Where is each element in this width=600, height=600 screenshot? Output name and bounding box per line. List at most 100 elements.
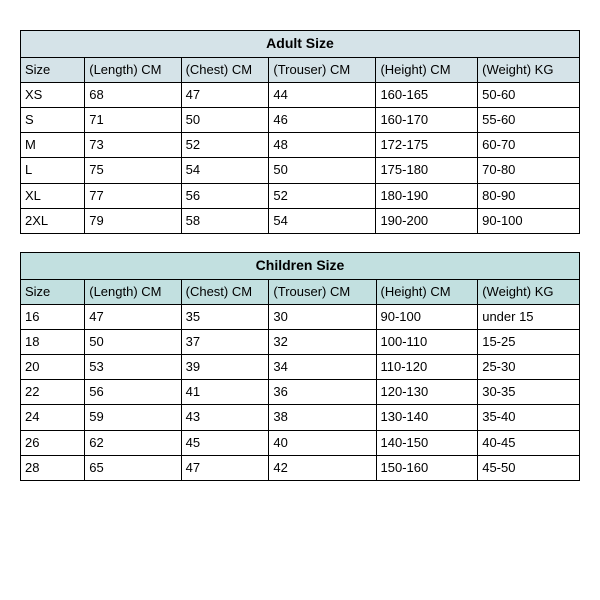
col-size: Size bbox=[21, 57, 85, 82]
cell: 40 bbox=[269, 430, 376, 455]
table-row: S 71 50 46 160-170 55-60 bbox=[21, 107, 580, 132]
cell: 54 bbox=[181, 158, 269, 183]
col-length: (Length) CM bbox=[85, 279, 181, 304]
cell: 15-25 bbox=[478, 329, 580, 354]
cell: 46 bbox=[269, 107, 376, 132]
cell: 59 bbox=[85, 405, 181, 430]
col-height: (Height) CM bbox=[376, 279, 478, 304]
cell: 28 bbox=[21, 455, 85, 480]
adult-size-table: Adult Size Size (Length) CM (Chest) CM (… bbox=[20, 30, 580, 234]
table-row: 18 50 37 32 100-110 15-25 bbox=[21, 329, 580, 354]
col-trouser: (Trouser) CM bbox=[269, 279, 376, 304]
cell: 52 bbox=[269, 183, 376, 208]
cell: 172-175 bbox=[376, 133, 478, 158]
col-length: (Length) CM bbox=[85, 57, 181, 82]
cell: 36 bbox=[269, 380, 376, 405]
table-row: 20 53 39 34 110-120 25-30 bbox=[21, 355, 580, 380]
cell: 56 bbox=[85, 380, 181, 405]
cell: 79 bbox=[85, 208, 181, 233]
cell: 130-140 bbox=[376, 405, 478, 430]
cell: XL bbox=[21, 183, 85, 208]
cell: 35 bbox=[181, 304, 269, 329]
adult-table-title: Adult Size bbox=[21, 31, 580, 58]
table-row: 28 65 47 42 150-160 45-50 bbox=[21, 455, 580, 480]
cell: 41 bbox=[181, 380, 269, 405]
cell: 50 bbox=[85, 329, 181, 354]
cell: 65 bbox=[85, 455, 181, 480]
cell: 73 bbox=[85, 133, 181, 158]
cell: 180-190 bbox=[376, 183, 478, 208]
cell: 190-200 bbox=[376, 208, 478, 233]
table-row: XS 68 47 44 160-165 50-60 bbox=[21, 82, 580, 107]
table-row: 2XL 79 58 54 190-200 90-100 bbox=[21, 208, 580, 233]
cell: 2XL bbox=[21, 208, 85, 233]
cell: XS bbox=[21, 82, 85, 107]
cell: 38 bbox=[269, 405, 376, 430]
cell: 71 bbox=[85, 107, 181, 132]
table-row: M 73 52 48 172-175 60-70 bbox=[21, 133, 580, 158]
cell: 40-45 bbox=[478, 430, 580, 455]
cell: 56 bbox=[181, 183, 269, 208]
cell: 90-100 bbox=[376, 304, 478, 329]
col-chest: (Chest) CM bbox=[181, 279, 269, 304]
cell: 43 bbox=[181, 405, 269, 430]
cell: 44 bbox=[269, 82, 376, 107]
cell: 160-165 bbox=[376, 82, 478, 107]
cell: 150-160 bbox=[376, 455, 478, 480]
cell: 53 bbox=[85, 355, 181, 380]
cell: 47 bbox=[85, 304, 181, 329]
cell: 24 bbox=[21, 405, 85, 430]
col-size: Size bbox=[21, 279, 85, 304]
cell: 62 bbox=[85, 430, 181, 455]
cell: L bbox=[21, 158, 85, 183]
cell: 20 bbox=[21, 355, 85, 380]
cell: 60-70 bbox=[478, 133, 580, 158]
col-height: (Height) CM bbox=[376, 57, 478, 82]
cell: under 15 bbox=[478, 304, 580, 329]
cell: 25-30 bbox=[478, 355, 580, 380]
cell: 90-100 bbox=[478, 208, 580, 233]
cell: 50 bbox=[269, 158, 376, 183]
cell: 32 bbox=[269, 329, 376, 354]
col-chest: (Chest) CM bbox=[181, 57, 269, 82]
cell: 16 bbox=[21, 304, 85, 329]
cell: 45-50 bbox=[478, 455, 580, 480]
cell: 75 bbox=[85, 158, 181, 183]
table-row: 16 47 35 30 90-100 under 15 bbox=[21, 304, 580, 329]
cell: M bbox=[21, 133, 85, 158]
cell: 110-120 bbox=[376, 355, 478, 380]
cell: 47 bbox=[181, 82, 269, 107]
col-trouser: (Trouser) CM bbox=[269, 57, 376, 82]
cell: 140-150 bbox=[376, 430, 478, 455]
cell: 22 bbox=[21, 380, 85, 405]
cell: 30 bbox=[269, 304, 376, 329]
cell: 55-60 bbox=[478, 107, 580, 132]
cell: 68 bbox=[85, 82, 181, 107]
table-row: L 75 54 50 175-180 70-80 bbox=[21, 158, 580, 183]
cell: 52 bbox=[181, 133, 269, 158]
cell: 30-35 bbox=[478, 380, 580, 405]
cell: 175-180 bbox=[376, 158, 478, 183]
cell: 34 bbox=[269, 355, 376, 380]
cell: 42 bbox=[269, 455, 376, 480]
cell: 70-80 bbox=[478, 158, 580, 183]
cell: S bbox=[21, 107, 85, 132]
cell: 45 bbox=[181, 430, 269, 455]
cell: 58 bbox=[181, 208, 269, 233]
cell: 39 bbox=[181, 355, 269, 380]
cell: 80-90 bbox=[478, 183, 580, 208]
table-row: 24 59 43 38 130-140 35-40 bbox=[21, 405, 580, 430]
table-row: 22 56 41 36 120-130 30-35 bbox=[21, 380, 580, 405]
children-size-table: Children Size Size (Length) CM (Chest) C… bbox=[20, 252, 580, 481]
cell: 100-110 bbox=[376, 329, 478, 354]
cell: 160-170 bbox=[376, 107, 478, 132]
cell: 48 bbox=[269, 133, 376, 158]
col-weight: (Weight) KG bbox=[478, 279, 580, 304]
cell: 26 bbox=[21, 430, 85, 455]
cell: 18 bbox=[21, 329, 85, 354]
cell: 77 bbox=[85, 183, 181, 208]
cell: 37 bbox=[181, 329, 269, 354]
cell: 50-60 bbox=[478, 82, 580, 107]
col-weight: (Weight) KG bbox=[478, 57, 580, 82]
cell: 54 bbox=[269, 208, 376, 233]
